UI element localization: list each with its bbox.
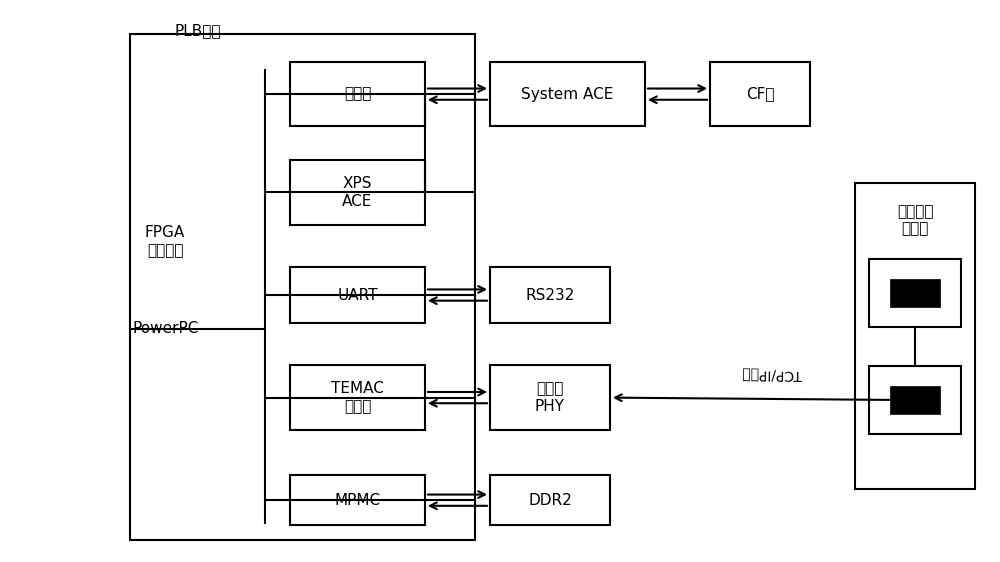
Bar: [290, 62, 425, 126]
Bar: [490, 62, 645, 126]
Text: 以太网
PHY: 以太网 PHY: [535, 382, 565, 414]
Text: FPGA
片上系统: FPGA 片上系统: [145, 225, 185, 258]
Bar: [490, 267, 610, 323]
Text: RS232: RS232: [525, 288, 575, 302]
Bar: [869, 366, 961, 434]
Bar: [290, 475, 425, 525]
Bar: [490, 475, 610, 525]
Bar: [855, 183, 975, 489]
Bar: [710, 62, 810, 126]
Text: System ACE: System ACE: [521, 87, 614, 102]
Text: PLB总线: PLB总线: [175, 24, 222, 38]
Bar: [869, 259, 961, 327]
Text: TCP/IP网络: TCP/IP网络: [743, 367, 802, 382]
Text: UART: UART: [337, 288, 378, 302]
Bar: [130, 34, 475, 540]
Bar: [290, 160, 425, 225]
Bar: [890, 279, 940, 307]
Text: DDR2: DDR2: [528, 493, 572, 507]
Text: XPS
ACE: XPS ACE: [342, 176, 373, 209]
Bar: [490, 365, 610, 430]
Bar: [290, 365, 425, 430]
Text: 远程配置
计算机: 远程配置 计算机: [897, 204, 933, 237]
Text: PowerPC: PowerPC: [133, 321, 199, 336]
Text: CF卡: CF卡: [746, 87, 774, 102]
Bar: [890, 386, 940, 414]
Bar: [290, 267, 425, 323]
Text: 配置口: 配置口: [344, 87, 371, 102]
Text: MPMC: MPMC: [334, 493, 381, 507]
Text: TEMAC
控制器: TEMAC 控制器: [331, 382, 384, 414]
